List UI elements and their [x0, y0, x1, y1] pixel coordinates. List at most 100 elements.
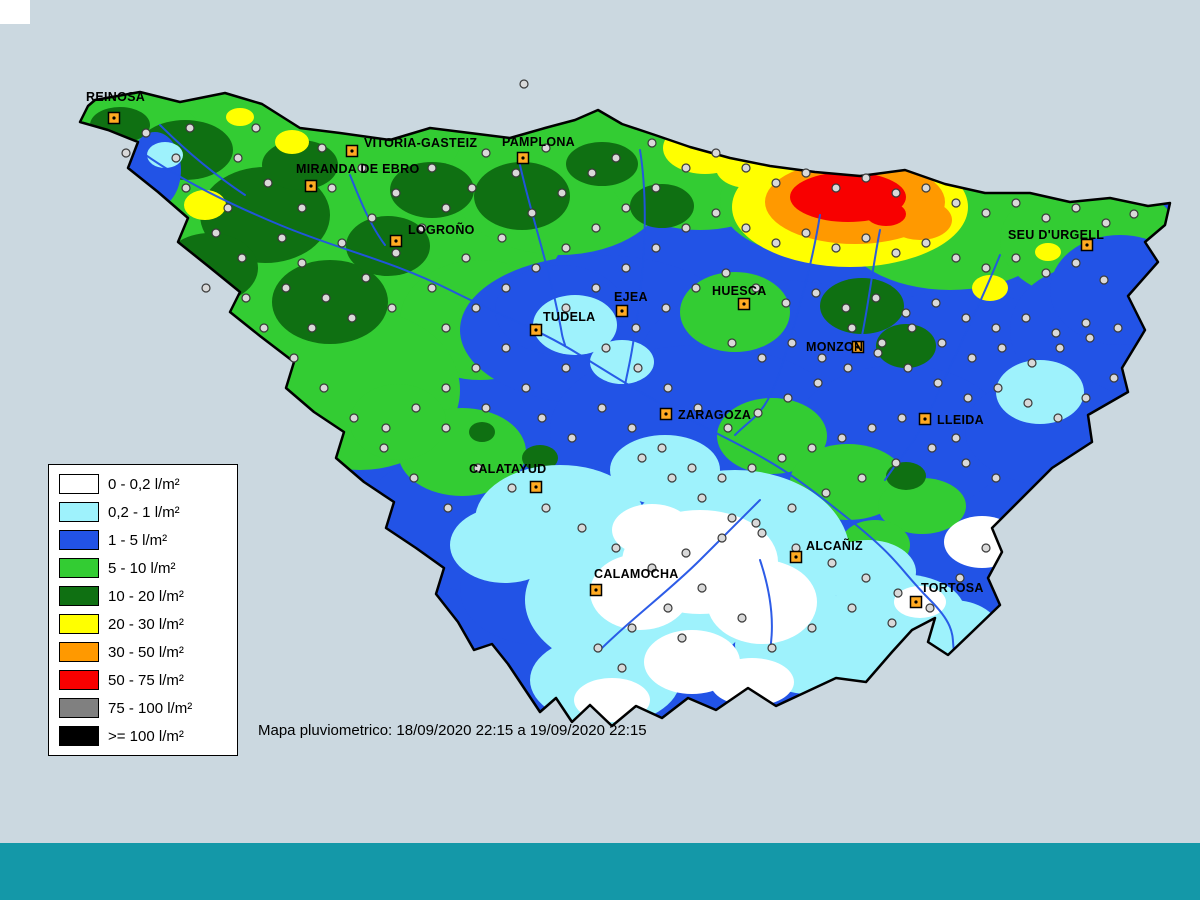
station-dot — [787, 503, 797, 513]
station-dot — [1129, 209, 1139, 219]
region-blob — [876, 324, 936, 368]
station-dot — [981, 208, 991, 218]
station-dot — [201, 283, 211, 293]
station-dot — [691, 283, 701, 293]
station-dot — [1071, 203, 1081, 213]
legend-item: 0,2 - 1 l/m² — [59, 502, 227, 522]
legend-item: 30 - 50 l/m² — [59, 642, 227, 662]
legend-item: 0 - 0,2 l/m² — [59, 474, 227, 494]
station-dot — [921, 183, 931, 193]
station-dot — [471, 363, 481, 373]
legend-item: 1 - 5 l/m² — [59, 530, 227, 550]
region-blob — [1035, 243, 1061, 261]
station-dot — [777, 453, 787, 463]
station-dot — [647, 138, 657, 148]
station-dot — [681, 163, 691, 173]
station-dot — [521, 383, 531, 393]
city-marker-dot — [794, 555, 798, 559]
station-dot — [951, 433, 961, 443]
station-dot — [753, 408, 763, 418]
river-line — [159, 124, 246, 196]
station-dot — [861, 573, 871, 583]
legend-item: 75 - 100 l/m² — [59, 698, 227, 718]
region-blob — [996, 360, 1084, 424]
station-dot — [887, 618, 897, 628]
station-dot — [409, 473, 419, 483]
station-dot — [319, 383, 329, 393]
station-dot — [837, 433, 847, 443]
region-blob — [566, 142, 638, 186]
station-dot — [185, 123, 195, 133]
legend-swatch — [59, 642, 99, 662]
city-marker-dot — [394, 239, 398, 243]
station-dot — [501, 283, 511, 293]
region-blob — [574, 678, 650, 722]
station-dot — [1053, 413, 1063, 423]
station-dot — [327, 183, 337, 193]
station-dot — [611, 153, 621, 163]
station-dot — [391, 188, 401, 198]
station-dot — [497, 233, 507, 243]
city-label: ALCAÑIZ — [806, 538, 863, 553]
station-dot — [591, 283, 601, 293]
station-dot — [741, 223, 751, 233]
station-dot — [681, 223, 691, 233]
city-label: CALATAYUD — [469, 462, 546, 476]
region-blob — [707, 560, 817, 644]
station-dot — [961, 458, 971, 468]
station-dot — [379, 443, 389, 453]
legend-swatch — [59, 474, 99, 494]
station-dot — [801, 228, 811, 238]
station-dot — [717, 473, 727, 483]
station-dot — [767, 643, 777, 653]
station-dot — [181, 183, 191, 193]
station-dot — [781, 298, 791, 308]
station-dot — [741, 163, 751, 173]
station-dot — [507, 483, 517, 493]
station-dot — [1023, 398, 1033, 408]
station-dot — [963, 393, 973, 403]
station-dot — [593, 643, 603, 653]
station-dot — [893, 588, 903, 598]
station-dot — [597, 403, 607, 413]
station-dot — [621, 263, 631, 273]
station-dot — [721, 268, 731, 278]
city-label: REINOSA — [86, 90, 145, 104]
station-dot — [531, 263, 541, 273]
station-dot — [561, 243, 571, 253]
station-dot — [717, 533, 727, 543]
station-dot — [307, 323, 317, 333]
station-dot — [349, 413, 359, 423]
legend-swatch — [59, 614, 99, 634]
station-dot — [1099, 275, 1109, 285]
legend-item: 10 - 20 l/m² — [59, 586, 227, 606]
city-marker-dot — [112, 116, 116, 120]
station-dot — [783, 393, 793, 403]
station-dot — [211, 228, 221, 238]
station-dot — [757, 528, 767, 538]
station-dot — [747, 463, 757, 473]
station-dot — [263, 178, 273, 188]
station-dot — [951, 253, 961, 263]
station-dot — [441, 323, 451, 333]
station-dot — [561, 303, 571, 313]
legend-item: 20 - 30 l/m² — [59, 614, 227, 634]
city-marker-dot — [309, 184, 313, 188]
station-dot — [633, 363, 643, 373]
station-dot — [627, 623, 637, 633]
station-dot — [981, 263, 991, 273]
river-line — [519, 164, 566, 346]
station-dot — [861, 173, 871, 183]
station-dot — [891, 188, 901, 198]
station-dot — [871, 293, 881, 303]
station-dot — [1081, 318, 1091, 328]
region-blob — [630, 184, 694, 228]
region-blob — [972, 275, 1008, 301]
station-dot — [921, 238, 931, 248]
legend-label: 5 - 10 l/m² — [108, 559, 176, 577]
station-dot — [723, 423, 733, 433]
map-caption: Mapa pluviometrico: 18/09/2020 22:15 a 1… — [258, 722, 647, 739]
legend-label: 1 - 5 l/m² — [108, 531, 168, 549]
station-dot — [891, 248, 901, 258]
